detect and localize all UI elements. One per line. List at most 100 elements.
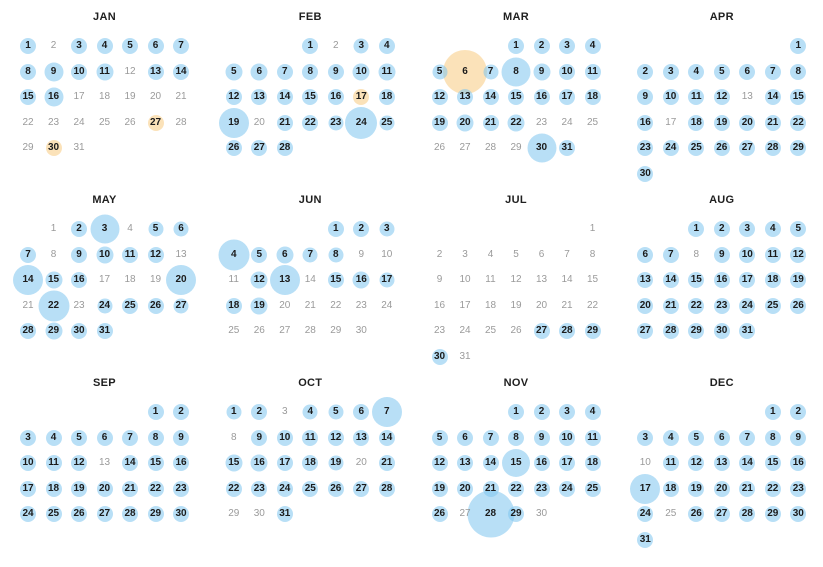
day-cell[interactable]: 9 (41, 59, 67, 85)
day-cell[interactable]: 27 (734, 135, 760, 161)
day-cell[interactable]: 17 (452, 293, 478, 319)
day-cell[interactable]: 28 (658, 318, 684, 344)
day-cell[interactable]: 26 (683, 501, 709, 527)
day-cell[interactable]: 12 (221, 84, 247, 110)
day-cell[interactable]: 12 (427, 84, 453, 110)
day-cell[interactable]: 13 (709, 450, 735, 476)
day-cell[interactable]: 20 (632, 293, 658, 319)
day-cell[interactable]: 13 (632, 267, 658, 293)
day-cell[interactable]: 10 (272, 425, 298, 451)
day-cell[interactable]: 13 (348, 425, 374, 451)
day-cell[interactable]: 4 (117, 216, 143, 242)
day-cell[interactable]: 24 (272, 476, 298, 502)
day-cell[interactable]: 18 (580, 450, 606, 476)
day-cell[interactable]: 28 (478, 135, 504, 161)
day-cell[interactable]: 3 (452, 242, 478, 268)
day-cell[interactable]: 17 (15, 476, 41, 502)
day-cell[interactable]: 22 (683, 293, 709, 319)
day-cell[interactable]: 5 (66, 425, 92, 451)
day-cell[interactable]: 9 (348, 242, 374, 268)
day-cell[interactable]: 15 (41, 267, 67, 293)
day-cell[interactable]: 31 (734, 318, 760, 344)
day-cell[interactable]: 13 (269, 265, 300, 295)
day-cell[interactable]: 29 (503, 501, 529, 527)
day-cell[interactable]: 30 (785, 501, 811, 527)
day-cell[interactable]: 25 (221, 318, 247, 344)
day-cell[interactable]: 26 (143, 293, 169, 319)
day-cell[interactable]: 18 (117, 267, 143, 293)
day-cell[interactable]: 30 (709, 318, 735, 344)
day-cell[interactable]: 1 (323, 216, 349, 242)
day-cell[interactable]: 9 (168, 425, 194, 451)
day-cell[interactable]: 13 (452, 84, 478, 110)
day-cell[interactable]: 15 (503, 84, 529, 110)
day-cell[interactable]: 1 (297, 33, 323, 59)
day-cell[interactable]: 2 (529, 33, 555, 59)
day-cell[interactable]: 12 (117, 59, 143, 85)
day-cell[interactable]: 19 (117, 84, 143, 110)
day-cell[interactable]: 7 (734, 425, 760, 451)
day-cell[interactable]: 6 (348, 399, 374, 425)
day-cell[interactable]: 26 (246, 318, 272, 344)
day-cell[interactable]: 21 (297, 293, 323, 319)
day-cell[interactable]: 7 (117, 425, 143, 451)
day-cell[interactable]: 6 (452, 425, 478, 451)
day-cell[interactable]: 17 (374, 267, 400, 293)
day-cell[interactable]: 11 (374, 59, 400, 85)
day-cell[interactable]: 8 (503, 425, 529, 451)
day-cell[interactable]: 29 (41, 318, 67, 344)
day-cell[interactable]: 13 (246, 84, 272, 110)
day-cell[interactable]: 25 (297, 476, 323, 502)
day-cell[interactable]: 21 (554, 293, 580, 319)
day-cell[interactable]: 15 (580, 267, 606, 293)
day-cell[interactable]: 29 (683, 318, 709, 344)
day-cell[interactable]: 4 (374, 33, 400, 59)
day-cell[interactable]: 4 (760, 216, 786, 242)
day-cell[interactable]: 5 (323, 399, 349, 425)
day-cell[interactable]: 5 (143, 216, 169, 242)
day-cell[interactable]: 9 (323, 59, 349, 85)
day-cell[interactable]: 22 (297, 110, 323, 136)
day-cell[interactable]: 12 (66, 450, 92, 476)
day-cell[interactable]: 11 (297, 425, 323, 451)
day-cell[interactable]: 29 (221, 501, 247, 527)
day-cell[interactable]: 8 (760, 425, 786, 451)
day-cell[interactable]: 17 (272, 450, 298, 476)
day-cell[interactable]: 25 (683, 135, 709, 161)
day-cell[interactable]: 31 (272, 501, 298, 527)
day-cell[interactable]: 7 (478, 59, 504, 85)
day-cell[interactable]: 17 (658, 110, 684, 136)
day-cell[interactable]: 27 (168, 293, 194, 319)
day-cell[interactable]: 4 (92, 33, 118, 59)
day-cell[interactable]: 28 (467, 490, 514, 538)
day-cell[interactable]: 15 (297, 84, 323, 110)
day-cell[interactable]: 20 (452, 476, 478, 502)
day-cell[interactable]: 23 (348, 293, 374, 319)
day-cell[interactable]: 19 (218, 107, 249, 138)
day-cell[interactable]: 3 (658, 59, 684, 85)
day-cell[interactable]: 30 (246, 501, 272, 527)
day-cell[interactable]: 27 (92, 501, 118, 527)
day-cell[interactable]: 18 (658, 476, 684, 502)
day-cell[interactable]: 14 (374, 425, 400, 451)
day-cell[interactable]: 9 (529, 59, 555, 85)
day-cell[interactable]: 4 (297, 399, 323, 425)
day-cell[interactable]: 4 (41, 425, 67, 451)
day-cell[interactable]: 16 (632, 110, 658, 136)
day-cell[interactable]: 5 (221, 59, 247, 85)
day-cell[interactable]: 1 (760, 399, 786, 425)
day-cell[interactable]: 3 (90, 214, 119, 244)
day-cell[interactable]: 12 (503, 267, 529, 293)
day-cell[interactable]: 26 (785, 293, 811, 319)
day-cell[interactable]: 19 (785, 267, 811, 293)
day-cell[interactable]: 20 (272, 293, 298, 319)
day-cell[interactable]: 17 (66, 84, 92, 110)
day-cell[interactable]: 23 (709, 293, 735, 319)
day-cell[interactable]: 2 (323, 33, 349, 59)
day-cell[interactable]: 18 (760, 267, 786, 293)
day-cell[interactable]: 14 (734, 450, 760, 476)
day-cell[interactable]: 16 (246, 450, 272, 476)
day-cell[interactable]: 6 (734, 59, 760, 85)
day-cell[interactable]: 12 (683, 450, 709, 476)
day-cell[interactable]: 2 (66, 216, 92, 242)
